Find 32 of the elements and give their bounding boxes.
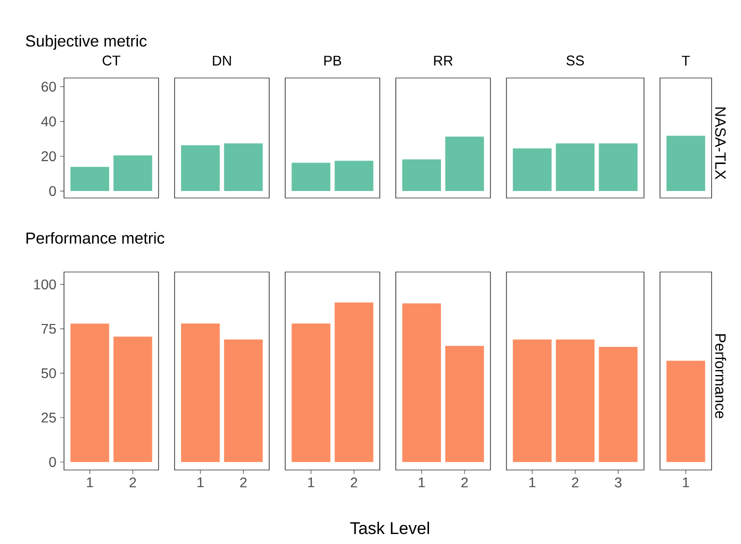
x-tick-label: 2: [350, 478, 358, 488]
chart-title: SS: [566, 56, 584, 66]
y-tick-label: 0: [49, 457, 56, 467]
x-tick-label: 2: [461, 478, 468, 488]
y-tick-label: 50: [41, 368, 56, 378]
x-tick-label: 1: [308, 478, 314, 488]
x-tick-label: 1: [682, 478, 690, 488]
x-tick-label: 1: [418, 478, 425, 488]
x-tick-label: 1: [198, 478, 204, 488]
y-axis-title: NASA-TLX: [715, 108, 726, 180]
y-tick-label: 25: [42, 412, 56, 423]
y-tick-label: 60: [42, 82, 56, 92]
x-tick-label: 1: [86, 478, 94, 488]
chart-title: T: [682, 56, 690, 66]
x-tick-label: 2: [130, 478, 136, 488]
x-tick-label: 3: [614, 478, 622, 488]
x-tick-label: 2: [240, 478, 247, 488]
chart-title: DN: [212, 56, 231, 66]
text: Subjective metric: [26, 34, 147, 50]
chart-title: PB: [324, 56, 342, 66]
y-tick-label: 20: [42, 151, 56, 162]
x-axis-title: Task Level: [350, 522, 429, 534]
y-tick-label: 100: [34, 279, 56, 290]
y-tick-label: 0: [49, 186, 56, 196]
y-tick-label: 40: [41, 116, 56, 126]
y-axis-title: Performance: [715, 334, 726, 418]
y-tick-label: 75: [42, 324, 56, 334]
chart-title: RR: [434, 56, 453, 66]
chart-title: CT: [102, 56, 120, 66]
x-tick-label: 1: [529, 478, 536, 488]
x-tick-label: 2: [572, 478, 578, 488]
text: Performance metric: [26, 232, 164, 244]
